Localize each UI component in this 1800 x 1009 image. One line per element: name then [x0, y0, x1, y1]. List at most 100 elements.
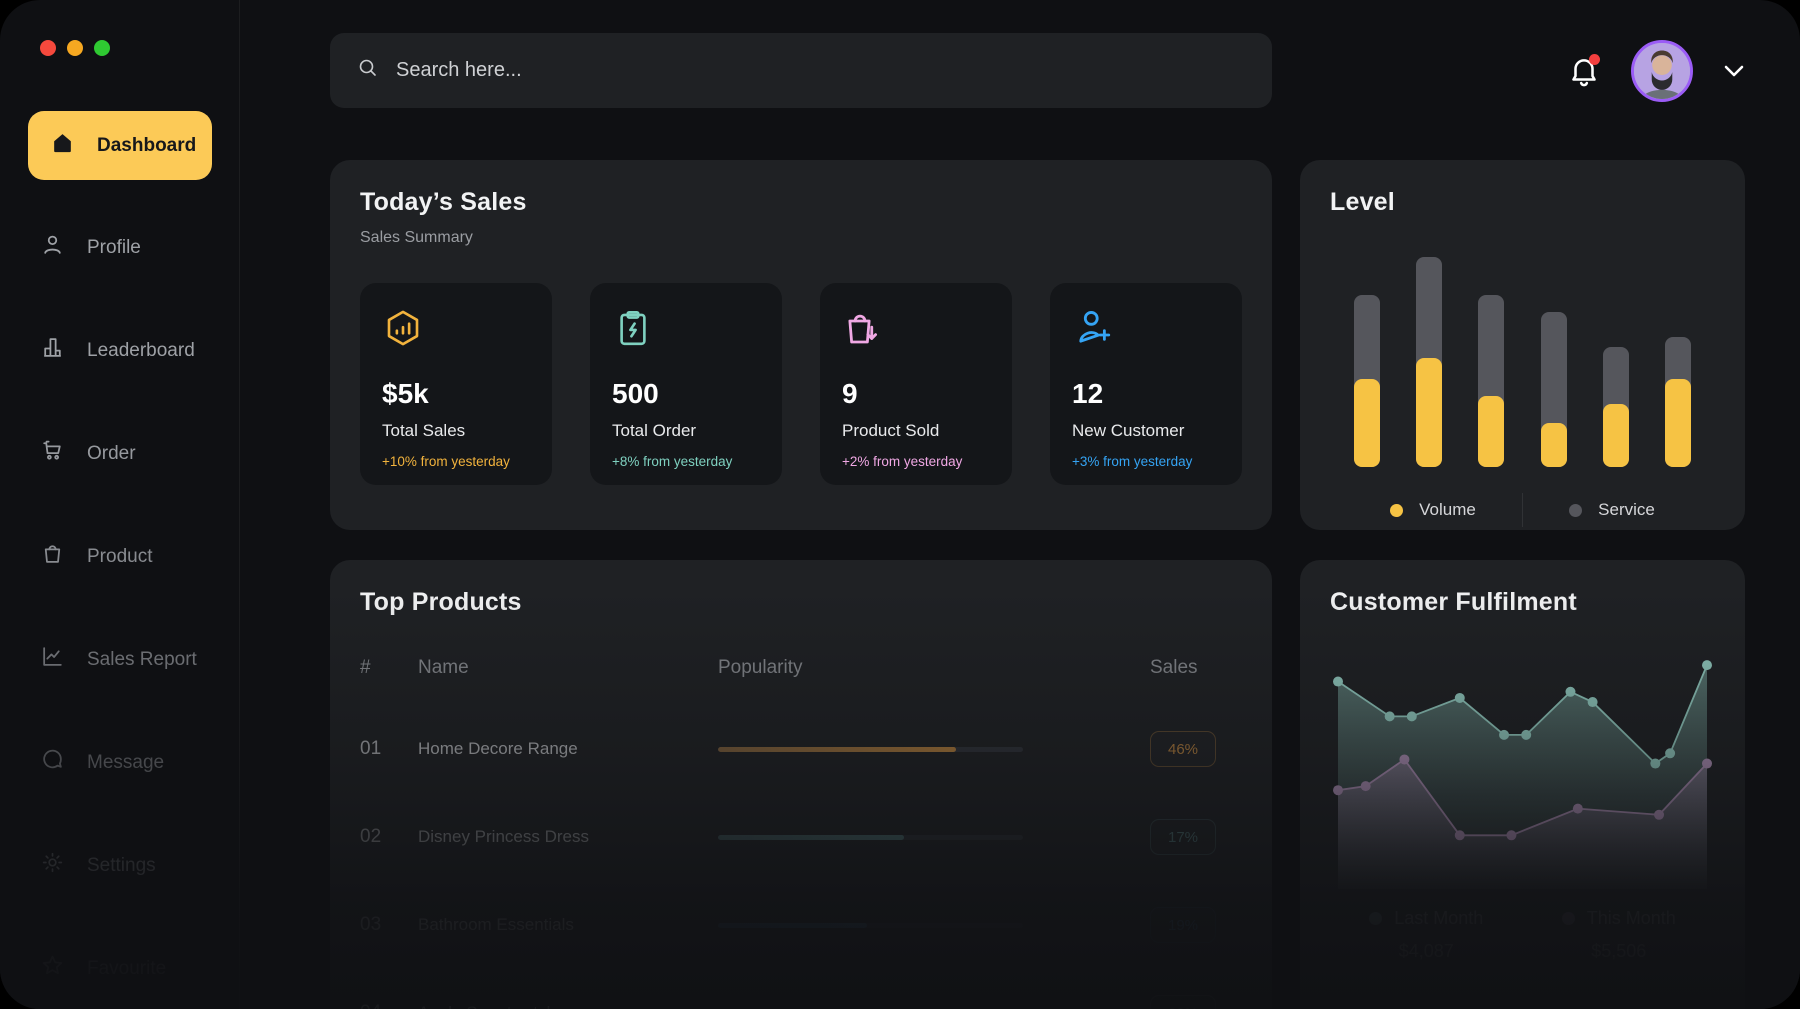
sales-hexagon-icon: [382, 310, 424, 353]
table-row[interactable]: 03 Bathroom Essentials 19%: [360, 907, 1242, 943]
today-sales-subtitle: Sales Summary: [360, 229, 473, 246]
sales-badge: 29%: [1150, 995, 1216, 1009]
stat-value: 9: [842, 378, 858, 409]
avatar-photo: [1634, 42, 1690, 99]
row-number: 04: [360, 1002, 418, 1009]
legend-label: Volume: [1419, 500, 1476, 519]
product-name: Bathroom Essentials: [418, 915, 574, 934]
col-popularity: Popularity: [718, 657, 803, 678]
legend-label: Last Month: [1394, 908, 1484, 928]
chevron-down-icon[interactable]: [1723, 64, 1745, 78]
fulfilment-legend: Last Month $4,087 This Month $5,506: [1330, 908, 1715, 962]
sidebar-item-label: Settings: [87, 854, 156, 876]
today-sales-title: Today’s Sales: [360, 188, 527, 216]
sidebar-item-leaderboard[interactable]: Leaderboard: [28, 325, 211, 376]
last-month-dot: [1369, 912, 1383, 925]
sales-badge: 17%: [1150, 819, 1216, 855]
sidebar-item-settings[interactable]: Settings: [28, 840, 211, 891]
notification-badge: [1589, 53, 1600, 65]
sidebar-item-label: Product: [87, 545, 153, 567]
search-bar[interactable]: [330, 33, 1272, 108]
legend-label: This Month: [1586, 908, 1676, 928]
avatar[interactable]: [1631, 39, 1693, 102]
level-bar: [1602, 347, 1629, 467]
stat-card-total-order[interactable]: 500 Total Order +8% from yesterday: [590, 283, 782, 485]
popularity-bar: [718, 746, 1023, 752]
volume-dot: [1390, 503, 1404, 517]
level-bar: [1478, 294, 1505, 467]
sidebar-item-profile[interactable]: Profile: [28, 222, 211, 273]
sidebar-item-label: Dashboard: [97, 134, 197, 156]
sidebar-item-sales-report[interactable]: Sales Report: [28, 634, 211, 685]
customer-fulfilment-card: Customer Fulfilment Last Month $4,087: [1300, 560, 1745, 1009]
col-num: #: [360, 657, 371, 678]
level-bar: [1416, 257, 1443, 467]
new-customer-icon: [1072, 311, 1114, 353]
home-icon: [50, 130, 75, 161]
close-window-button[interactable]: [40, 40, 56, 56]
stat-card-total-sales[interactable]: $5k Total Sales +10% from yesterday: [360, 283, 552, 485]
stat-card-product-sold[interactable]: 9 Product Sold +2% from yesterday: [820, 283, 1012, 485]
sidebar-item-order[interactable]: Order: [28, 428, 211, 479]
search-input[interactable]: [396, 59, 1246, 82]
sidebar-item-dashboard[interactable]: Dashboard: [28, 111, 212, 180]
top-products-card: Top Products # Name Popularity Sales 01 …: [330, 560, 1272, 1009]
product-name: Disney Princess Dress: [418, 827, 589, 846]
customer-fulfilment-title: Customer Fulfilment: [1330, 588, 1577, 616]
stat-label: Total Sales: [382, 421, 466, 440]
table-row[interactable]: 01 Home Decore Range 46%: [360, 731, 1242, 767]
legend-last-month: Last Month $4,087: [1330, 908, 1523, 962]
popularity-bar: [718, 834, 1023, 840]
level-legend: Volume Service: [1330, 493, 1715, 527]
legend-this-month: This Month $5,506: [1523, 908, 1716, 962]
minimize-window-button[interactable]: [67, 40, 83, 56]
user-icon: [40, 232, 65, 263]
stat-value: 500: [612, 378, 659, 409]
col-name: Name: [418, 657, 469, 678]
sidebar-item-label: Profile: [87, 236, 141, 258]
table-header: # Name Popularity Sales: [360, 657, 1242, 679]
topbar: [330, 33, 1745, 108]
legend-divider: [1522, 493, 1523, 527]
sales-badge: 19%: [1150, 907, 1216, 943]
top-products-title: Top Products: [360, 588, 522, 616]
stat-cards: $5k Total Sales +10% from yesterday 500 …: [360, 283, 1242, 485]
zoom-window-button[interactable]: [94, 40, 110, 56]
col-sales: Sales: [1150, 657, 1198, 678]
dashboard-grid: Today’s Sales Sales Summary $5k Total Sa…: [330, 160, 1745, 1009]
legend-volume: Volume: [1344, 500, 1522, 520]
search-icon: [356, 56, 380, 85]
stat-trend: +8% from yesterday: [612, 454, 733, 469]
table-row[interactable]: 04 Apple Smartwatch 29%: [360, 995, 1242, 1009]
sidebar-item-message[interactable]: Message: [28, 737, 211, 788]
main-content: Today’s Sales Sales Summary $5k Total Sa…: [240, 0, 1800, 1009]
product-name: Home Decore Range: [418, 739, 578, 758]
stat-label: New Customer: [1072, 421, 1185, 440]
legend-value: $5,506: [1591, 941, 1647, 961]
gear-icon: [40, 850, 65, 881]
chart-line-icon: [40, 644, 65, 675]
sidebar-nav: Dashboard Profile Leaderboard Order Prod…: [28, 111, 212, 994]
product-bag-arrow-icon: [842, 314, 884, 353]
sidebar-item-label: Message: [87, 751, 165, 773]
row-number: 01: [360, 738, 382, 759]
legend-label: Service: [1598, 500, 1655, 519]
popularity-bar: [718, 922, 1023, 928]
level-bar: [1664, 336, 1691, 467]
leaderboard-icon: [40, 335, 65, 366]
table-row[interactable]: 02 Disney Princess Dress 17%: [360, 819, 1242, 855]
service-dot: [1569, 503, 1583, 517]
this-month-dot: [1561, 912, 1575, 925]
sidebar-item-label: Sales Report: [87, 648, 197, 670]
level-card: Level Volume Service: [1300, 160, 1745, 530]
sales-badge: 46%: [1150, 731, 1216, 767]
stat-trend: +3% from yesterday: [1072, 454, 1193, 469]
notifications-button[interactable]: [1567, 53, 1601, 88]
stat-card-new-customer[interactable]: 12 New Customer +3% from yesterday: [1050, 283, 1242, 485]
stat-label: Total Order: [612, 421, 697, 440]
sidebar-item-product[interactable]: Product: [28, 531, 211, 582]
sidebar-item-favourite[interactable]: Favourite: [28, 943, 211, 994]
row-number: 03: [360, 914, 382, 935]
level-title: Level: [1330, 188, 1395, 216]
